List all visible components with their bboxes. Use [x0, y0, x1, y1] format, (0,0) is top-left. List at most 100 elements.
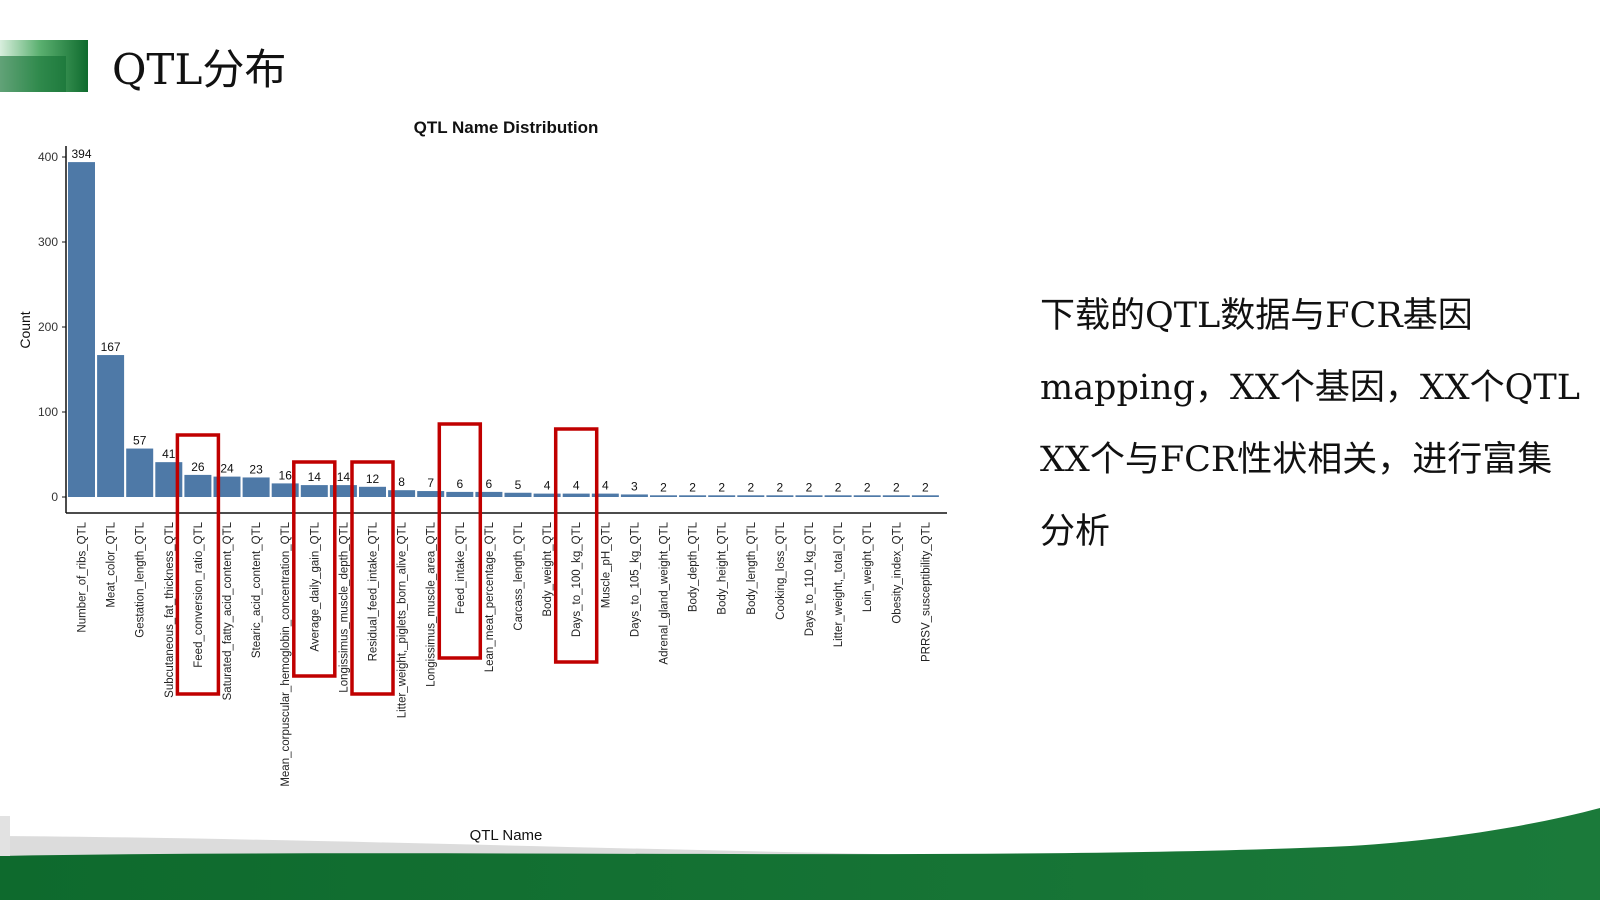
side-text-line-2: mapping，XX个基因，XX个QTL — [1040, 368, 1580, 408]
bar-value-label: 12 — [366, 472, 380, 486]
category-label: Days_to_105_kg_QTL — [629, 521, 641, 637]
category-label: Body_height_QTL — [717, 521, 729, 614]
highlight-box — [350, 460, 395, 696]
highlight-box — [437, 422, 483, 660]
bar — [620, 494, 648, 497]
category-label: Litter_weight,_total_QTL — [833, 521, 845, 647]
category-label: Feed_intake_QTL — [455, 521, 467, 614]
category-label: Obesity_index_QTL — [891, 521, 903, 623]
bar-value-label: 394 — [71, 147, 91, 161]
bar — [882, 495, 910, 497]
value-labels: 394 167 57 41 26 24 23 16 14 14 12 8 7 6 6 5 4 4 4 3 2 2 2 2 2 2 2… — [71, 147, 929, 494]
category-label: Litter_weight,_piglets_born_alive_QTL — [397, 521, 409, 718]
category-label: Body_length_QTL — [746, 521, 758, 614]
y-tick-label: 100 — [38, 405, 58, 419]
bar — [417, 491, 445, 497]
bar — [475, 491, 503, 497]
x-axis-label: QTL Name — [470, 827, 543, 844]
category-label: Mean_corpuscular_hemoglobin_concentratio… — [280, 521, 292, 786]
bar — [68, 162, 95, 497]
category-label: Longissimus_muscle_depth_QTL — [338, 521, 350, 692]
bar-value-label: 2 — [922, 480, 929, 494]
highlight-box — [292, 460, 337, 678]
bar-value-label: 2 — [806, 480, 813, 494]
bar-value-label: 16 — [279, 468, 293, 482]
bar-value-label: 8 — [398, 475, 405, 489]
bar-value-label: 5 — [515, 478, 522, 492]
category-label: PRRSV_susceptibility_QTL — [920, 521, 932, 662]
side-text-line-1: 下载的QTL数据与FCR基因 — [1040, 296, 1473, 336]
bar-value-label: 41 — [162, 447, 176, 461]
bar — [562, 493, 590, 497]
bar-value-label: 4 — [602, 479, 609, 493]
highlight-box — [553, 427, 599, 664]
bar-value-label: 6 — [456, 477, 463, 491]
bar — [708, 495, 736, 497]
bar — [533, 493, 561, 497]
bar-value-label: 24 — [220, 462, 234, 476]
y-tick-label: 300 — [38, 235, 58, 249]
y-ticks: 0 100 200 300 400 — [38, 150, 66, 504]
bar — [650, 495, 677, 497]
bar-value-label: 14 — [337, 470, 351, 484]
category-label: Meat_color_QTL — [106, 521, 118, 607]
category-label: Gestation_length_QTL — [135, 521, 147, 637]
bar — [126, 448, 154, 497]
y-tick-label: 200 — [38, 320, 58, 334]
bar-value-label: 7 — [427, 476, 434, 490]
bar — [504, 492, 532, 497]
category-label: Residual_feed_intake_QTL — [368, 521, 380, 661]
bar-value-label: 2 — [660, 480, 667, 494]
bar — [766, 495, 794, 497]
chart-title: QTL Name Distribution — [414, 118, 599, 137]
category-label: Longissimus_muscle_area_QTL — [426, 521, 438, 687]
header-accent — [0, 40, 88, 92]
bar-value-label: 2 — [777, 480, 784, 494]
category-labels: Number_of_ribs_QTL Meat_color_QTL Gestatio… — [77, 521, 933, 786]
side-text: 下载的QTL数据与FCR基因 mapping，XX个基因，XX个QTL XX个与… — [1040, 280, 1600, 568]
category-label: Stearic_acid_content_QTL — [251, 521, 263, 658]
category-label: Lean_meat_percentage_QTL — [484, 521, 496, 672]
y-tick-label: 400 — [38, 150, 58, 164]
bar — [271, 483, 299, 497]
y-axis-label: Count — [17, 311, 33, 348]
qtl-bar-chart: QTL Name Distribution Count QTL Name 0 10… — [17, 118, 947, 844]
bar — [242, 477, 270, 497]
bar — [911, 495, 939, 497]
side-text-line-3: XX个与FCR性状相关，进行富集 — [1040, 440, 1553, 480]
bar — [591, 493, 619, 497]
category-label: Feed_conversion_ratio_QTL — [193, 521, 205, 667]
bar-value-label: 167 — [101, 340, 121, 354]
bar — [213, 476, 241, 497]
bar — [737, 495, 765, 497]
footer-wave — [0, 808, 1600, 900]
bar — [388, 490, 416, 497]
bar — [329, 485, 357, 497]
category-label: Cooking_loss_QTL — [775, 521, 787, 619]
bar-value-label: 2 — [747, 480, 754, 494]
bar-value-label: 4 — [573, 479, 580, 493]
category-label: Muscle_pH_QTL — [600, 521, 612, 608]
bar — [824, 495, 852, 497]
highlight-box — [175, 433, 221, 696]
category-label: Days_to_100_kg_QTL — [571, 521, 583, 637]
category-label: Loin_weight_QTL — [862, 521, 874, 612]
bar-value-label: 2 — [718, 480, 725, 494]
bar — [97, 355, 125, 497]
bars — [68, 162, 939, 497]
bar-value-label: 57 — [133, 434, 147, 448]
category-label: Body_depth_QTL — [688, 521, 700, 612]
bar-value-label: 2 — [835, 480, 842, 494]
category-label: Days_to_110_kg_QTL — [804, 521, 816, 636]
bar-value-label: 4 — [544, 479, 551, 493]
side-text-line-4: 分析 — [1040, 512, 1111, 552]
y-tick-label: 0 — [51, 490, 58, 504]
category-label: Average_daily_gain_QTL — [309, 521, 321, 651]
category-label: Saturated_fatty_acid_content_QTL — [222, 521, 234, 700]
bar-value-label: 2 — [689, 480, 696, 494]
bar — [679, 495, 707, 497]
bar — [446, 491, 474, 497]
bar — [184, 474, 212, 497]
bar-value-label: 2 — [864, 480, 871, 494]
